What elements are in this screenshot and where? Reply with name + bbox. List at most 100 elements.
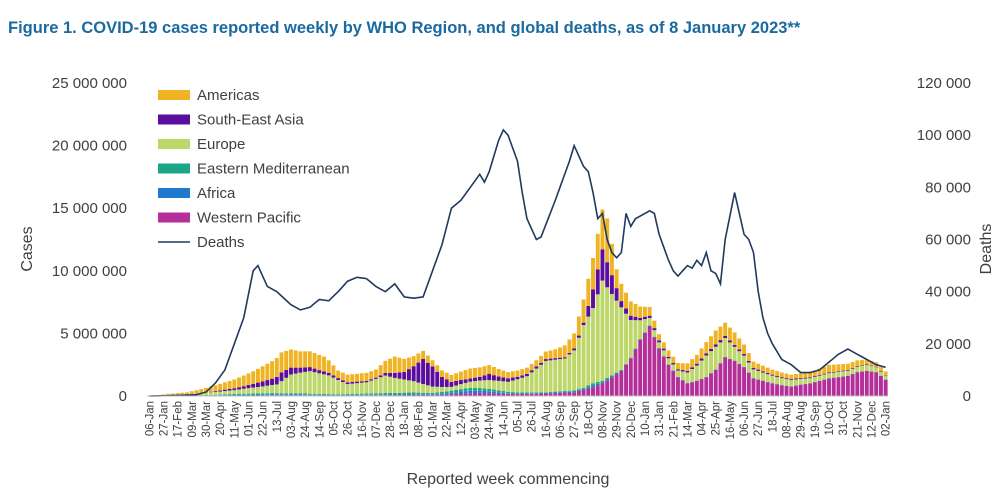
bar-segment bbox=[548, 358, 553, 361]
bar-segment bbox=[477, 380, 482, 389]
bar-segment bbox=[496, 380, 501, 391]
bar-segment bbox=[845, 370, 850, 376]
bar-segment bbox=[850, 368, 855, 369]
bar-segment bbox=[265, 393, 270, 395]
y2-tick-label: 100 000 bbox=[917, 127, 971, 144]
bar-segment bbox=[836, 377, 841, 396]
bar-segment bbox=[255, 382, 260, 387]
bar-segment bbox=[628, 315, 633, 321]
bar-segment bbox=[402, 394, 407, 396]
bar-segment bbox=[246, 385, 251, 389]
bar-segment bbox=[864, 359, 869, 365]
bar-segment bbox=[699, 379, 704, 396]
bar-segment bbox=[704, 355, 709, 377]
bar-segment bbox=[345, 384, 350, 395]
bar-segment bbox=[732, 332, 737, 345]
x-tick-label: 08-Aug bbox=[782, 401, 794, 438]
bar-segment bbox=[213, 391, 218, 395]
bar-segment bbox=[779, 372, 784, 378]
bar-segment bbox=[449, 394, 454, 396]
bar-segment bbox=[435, 394, 440, 396]
bar-segment bbox=[657, 348, 662, 396]
bar-segment bbox=[746, 360, 751, 363]
bar-segment bbox=[463, 370, 468, 380]
bar-segment bbox=[237, 393, 241, 395]
bar-segment bbox=[841, 370, 846, 372]
bar-segment bbox=[883, 375, 888, 380]
bar-segment bbox=[803, 378, 808, 384]
bar-segment bbox=[312, 353, 317, 369]
bar-segment bbox=[222, 394, 227, 396]
bar-segment bbox=[520, 369, 525, 376]
legend-label: Eastern Mediterranean bbox=[197, 161, 350, 178]
bar-segment bbox=[355, 381, 359, 384]
x-tick-label: 25-Apr bbox=[711, 401, 723, 436]
bar-segment bbox=[449, 386, 454, 391]
bar-segment bbox=[397, 394, 402, 396]
bar-segment bbox=[425, 394, 430, 395]
bar-segment bbox=[288, 349, 293, 368]
bar-segment bbox=[605, 380, 610, 396]
bar-segment bbox=[501, 393, 506, 396]
bar-segment bbox=[515, 393, 520, 395]
x-tick-label: 11-May bbox=[229, 401, 241, 439]
bar-segment bbox=[392, 392, 397, 395]
bar-segment bbox=[652, 328, 657, 331]
bar-segment bbox=[704, 342, 709, 354]
x-tick-label: 05-Jul bbox=[513, 401, 525, 432]
bar-segment bbox=[869, 365, 874, 367]
bar-segment bbox=[548, 350, 553, 359]
bar-segment bbox=[359, 381, 364, 383]
bar-segment bbox=[208, 391, 213, 393]
bar-segment bbox=[430, 360, 435, 367]
bar-segment bbox=[690, 367, 695, 369]
bar-segment bbox=[298, 372, 303, 394]
bar-segment bbox=[458, 391, 463, 394]
bar-segment bbox=[812, 370, 817, 377]
bar-segment bbox=[628, 357, 633, 359]
bar-segment bbox=[605, 262, 610, 288]
bar-segment bbox=[378, 365, 383, 376]
bar-segment bbox=[331, 394, 336, 396]
bar-segment bbox=[841, 371, 846, 377]
bar-segment bbox=[576, 390, 581, 391]
bar-segment bbox=[543, 359, 548, 361]
bar-segment bbox=[652, 320, 657, 329]
bar-segment bbox=[576, 390, 581, 396]
bar-segment bbox=[373, 377, 378, 379]
bar-segment bbox=[425, 394, 430, 396]
bar-segment bbox=[775, 376, 780, 385]
bar-segment bbox=[845, 363, 850, 371]
bar-segment bbox=[576, 316, 581, 336]
bar-segment bbox=[440, 386, 444, 392]
bar-segment bbox=[798, 384, 803, 396]
bar-segment bbox=[322, 371, 326, 375]
bar-segment bbox=[600, 382, 605, 384]
bar-segment bbox=[562, 345, 567, 358]
bar-segment bbox=[406, 394, 411, 396]
bar-segment bbox=[883, 375, 888, 376]
bar-segment bbox=[520, 375, 525, 378]
bar-segment bbox=[878, 366, 883, 371]
bar-segment bbox=[746, 372, 751, 396]
legend-label: Africa bbox=[197, 185, 236, 202]
bar-segment bbox=[218, 383, 223, 391]
bar-segment bbox=[317, 354, 322, 371]
bar-segment bbox=[676, 377, 680, 396]
bar-segment bbox=[779, 377, 784, 379]
bar-segment bbox=[227, 394, 232, 396]
bar-segment bbox=[175, 393, 180, 395]
bar-segment bbox=[718, 326, 723, 341]
bar-segment bbox=[633, 320, 638, 349]
x-tick-label: 08-Nov bbox=[597, 401, 609, 438]
bar-segment bbox=[529, 393, 534, 396]
bar-segment bbox=[614, 372, 619, 374]
bar-segment bbox=[312, 372, 317, 394]
bar-segment bbox=[303, 393, 308, 395]
x-tick-label: 22-Jun bbox=[258, 401, 270, 436]
bar-segment bbox=[317, 393, 322, 395]
bar-segment bbox=[628, 301, 633, 316]
bar-segment bbox=[647, 315, 652, 318]
bar-segment bbox=[373, 393, 378, 395]
